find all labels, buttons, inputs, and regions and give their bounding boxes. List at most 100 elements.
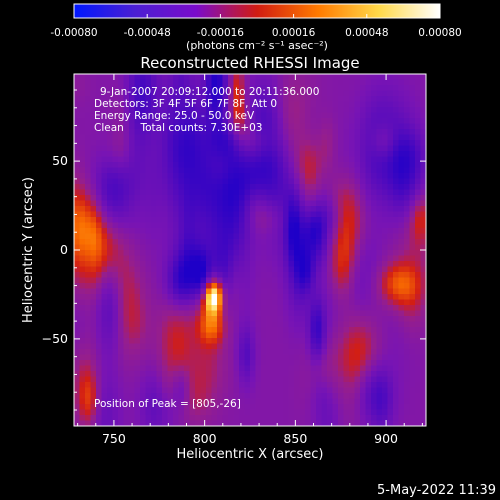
heatmap-cell <box>123 167 130 174</box>
heatmap-cell <box>321 387 328 394</box>
heatmap-cell <box>79 140 86 147</box>
heatmap-cell <box>134 398 141 405</box>
heatmap-cell <box>239 393 246 400</box>
heatmap-cell <box>371 228 378 235</box>
heatmap-cell <box>178 112 185 119</box>
heatmap-cell <box>376 217 383 224</box>
heatmap-cell <box>107 420 114 426</box>
heatmap-cell <box>156 299 163 306</box>
heatmap-cell <box>129 195 136 202</box>
heatmap-cell <box>239 112 246 119</box>
heatmap-cell <box>85 332 92 339</box>
heatmap-cell <box>310 255 317 262</box>
heatmap-cell <box>222 107 229 114</box>
heatmap-cell <box>288 277 295 284</box>
heatmap-cell <box>288 178 295 185</box>
heatmap-cell <box>310 360 317 367</box>
heatmap-cell <box>189 140 196 147</box>
heatmap-cell <box>79 255 86 262</box>
heatmap-cell <box>151 261 158 268</box>
heatmap-cell <box>349 134 356 141</box>
heatmap-cell <box>140 129 147 136</box>
heatmap-cell <box>266 217 273 224</box>
heatmap-cell <box>151 228 158 235</box>
heatmap-cell <box>211 398 218 405</box>
heatmap-cell <box>316 134 323 141</box>
heatmap-cell <box>79 101 86 108</box>
heatmap-cell <box>123 134 130 141</box>
heatmap-cell <box>349 107 356 114</box>
heatmap-cell <box>211 167 218 174</box>
heatmap-cell <box>107 288 114 295</box>
heatmap-cell <box>387 151 394 158</box>
heatmap-cell <box>129 316 136 323</box>
heatmap-cell <box>184 354 191 361</box>
heatmap-cell <box>178 393 185 400</box>
heatmap-cell <box>162 365 169 372</box>
heatmap-cell <box>200 156 207 163</box>
heatmap-cell <box>178 222 185 229</box>
heatmap-cell <box>327 85 334 92</box>
heatmap-cell <box>266 321 273 328</box>
heatmap-cell <box>173 387 180 394</box>
heatmap-cell <box>173 173 180 180</box>
heatmap-cell <box>96 321 103 328</box>
heatmap-cell <box>250 112 257 119</box>
heatmap-cell <box>250 233 257 240</box>
heatmap-cell <box>283 222 290 229</box>
heatmap-cell <box>162 233 169 240</box>
heatmap-cell <box>134 376 141 383</box>
heatmap-cell <box>173 129 180 136</box>
heatmap-cell <box>156 371 163 378</box>
heatmap-cell <box>211 184 218 191</box>
heatmap-cell <box>167 294 174 301</box>
heatmap-cell <box>189 255 196 262</box>
heatmap-cell <box>145 398 152 405</box>
heatmap-cell <box>420 299 426 306</box>
heatmap-cell <box>200 217 207 224</box>
heatmap-cell <box>206 101 213 108</box>
heatmap-cell <box>288 85 295 92</box>
heatmap-cell <box>343 200 350 207</box>
heatmap-cell <box>310 217 317 224</box>
heatmap-cell <box>283 228 290 235</box>
heatmap-cell <box>327 321 334 328</box>
heatmap-cell <box>393 189 400 196</box>
heatmap-cell <box>123 338 130 345</box>
heatmap-cell <box>206 349 213 356</box>
heatmap-cell <box>200 244 207 251</box>
heatmap-cell <box>222 338 229 345</box>
heatmap-cell <box>321 79 328 86</box>
heatmap-cell <box>349 255 356 262</box>
heatmap-cell <box>173 338 180 345</box>
heatmap-cell <box>398 255 405 262</box>
heatmap-cell <box>261 409 268 416</box>
heatmap-cell <box>387 200 394 207</box>
heatmap-cell <box>376 211 383 218</box>
heatmap-cell <box>217 338 224 345</box>
heatmap-cell <box>382 255 389 262</box>
heatmap-cell <box>277 189 284 196</box>
heatmap-cell <box>316 85 323 92</box>
heatmap-cell <box>211 409 218 416</box>
heatmap-cell <box>327 294 334 301</box>
heatmap-cell <box>354 162 361 169</box>
heatmap-cell <box>321 184 328 191</box>
heatmap-cell <box>415 123 422 130</box>
heatmap-cell <box>112 305 119 312</box>
heatmap-cell <box>365 184 372 191</box>
heatmap-cell <box>277 321 284 328</box>
heatmap-cell <box>178 255 185 262</box>
heatmap-cell <box>189 178 196 185</box>
heatmap-cell <box>305 305 312 312</box>
heatmap-cell <box>376 305 383 312</box>
heatmap-cell <box>338 85 345 92</box>
heatmap-cell <box>107 338 114 345</box>
heatmap-cell <box>156 261 163 268</box>
heatmap-cell <box>162 244 169 251</box>
heatmap-cell <box>233 371 240 378</box>
heatmap-cell <box>233 134 240 141</box>
heatmap-cell <box>349 189 356 196</box>
heatmap-cell <box>283 156 290 163</box>
heatmap-cell <box>299 96 306 103</box>
